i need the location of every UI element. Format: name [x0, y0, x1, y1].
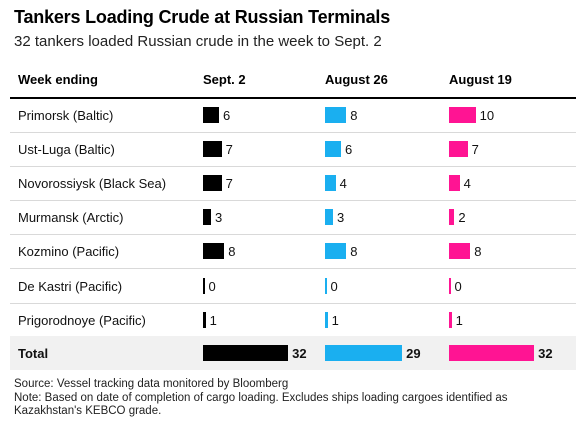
- value-label: 7: [471, 141, 479, 157]
- cell-primorsk-baltic-august-19: 10: [449, 107, 494, 123]
- cell-total-august-19: 32: [449, 345, 553, 361]
- bar-de-kastri-pacific-august-19: [449, 278, 451, 294]
- row-divider: [10, 132, 576, 133]
- value-label: 3: [214, 209, 223, 225]
- header-august-19: August 19: [449, 72, 512, 87]
- cell-novorossiysk-black-sea-august-26: 4: [325, 175, 347, 191]
- row-label-total: Total: [18, 346, 49, 361]
- bar-novorossiysk-black-sea-august-26: [325, 175, 336, 191]
- row-label-primorsk-baltic: Primorsk (Baltic): [18, 108, 114, 123]
- value-label: 6: [344, 141, 353, 157]
- cell-ust-luga-baltic-august-19: 7: [449, 141, 479, 157]
- value-label: 8: [228, 243, 236, 259]
- bar-murmansk-arctic-august-19: [449, 209, 455, 225]
- chart-title: Tankers Loading Crude at Russian Termina…: [14, 7, 391, 27]
- bar-murmansk-arctic-august-26: [325, 209, 333, 225]
- row-divider: [10, 166, 576, 167]
- row-label-prigorodnoye-pacific: Prigorodnoye (Pacific): [18, 313, 146, 328]
- cell-novorossiysk-black-sea-sept-2: 7: [203, 175, 233, 191]
- row-label-de-kastri-pacific: De Kastri (Pacific): [18, 279, 123, 294]
- bar-primorsk-baltic-august-19: [449, 107, 476, 123]
- value-label: 7: [225, 175, 233, 191]
- footnote-line-1: Note: Based on date of completion of car…: [14, 392, 508, 404]
- value-label: 32: [292, 345, 307, 361]
- cell-primorsk-baltic-august-26: 8: [325, 107, 358, 123]
- bar-murmansk-arctic-sept-2: [203, 209, 211, 225]
- cell-prigorodnoye-pacific-august-26: 1: [325, 312, 339, 328]
- cell-murmansk-arctic-august-19: 2: [449, 209, 466, 225]
- cell-de-kastri-pacific-sept-2: 0: [203, 278, 216, 294]
- value-label: 32: [538, 345, 553, 361]
- bar-total-august-26: [325, 345, 403, 361]
- value-label: 0: [454, 278, 462, 294]
- value-label: 1: [331, 312, 339, 328]
- row-label-ust-luga-baltic: Ust-Luga (Baltic): [18, 142, 115, 157]
- bar-primorsk-baltic-sept-2: [203, 107, 219, 123]
- bar-total-august-19: [449, 345, 535, 361]
- value-label: 1: [209, 312, 217, 328]
- footnote-line-2: Kazakhstan's KEBCO grade.: [14, 405, 162, 417]
- bar-primorsk-baltic-august-26: [325, 107, 347, 123]
- cell-ust-luga-baltic-august-26: 6: [325, 141, 352, 157]
- row-divider: [10, 303, 576, 304]
- cell-ust-luga-baltic-sept-2: 7: [203, 141, 233, 157]
- bar-kozmino-pacific-sept-2: [203, 243, 225, 259]
- row-label-kozmino-pacific: Kozmino (Pacific): [18, 244, 120, 259]
- value-label: 0: [208, 278, 216, 294]
- value-label: 1: [455, 312, 463, 328]
- chart-subtitle: 32 tankers loaded Russian crude in the w…: [14, 33, 382, 50]
- value-label: 6: [222, 107, 231, 123]
- cell-prigorodnoye-pacific-august-19: 1: [449, 312, 463, 328]
- value-label: 4: [463, 175, 471, 191]
- bar-total-sept-2: [203, 345, 289, 361]
- bar-kozmino-pacific-august-19: [449, 243, 471, 259]
- bar-ust-luga-baltic-august-19: [449, 141, 468, 157]
- cell-total-sept-2: 32: [203, 345, 307, 361]
- cell-de-kastri-pacific-august-19: 0: [449, 278, 462, 294]
- cell-kozmino-pacific-august-19: 8: [449, 243, 482, 259]
- row-divider: [10, 234, 576, 235]
- cell-de-kastri-pacific-august-26: 0: [325, 278, 338, 294]
- bar-ust-luga-baltic-august-26: [325, 141, 341, 157]
- header-sept-2: Sept. 2: [203, 72, 246, 87]
- bar-ust-luga-baltic-sept-2: [203, 141, 222, 157]
- value-label: 8: [474, 243, 482, 259]
- cell-novorossiysk-black-sea-august-19: 4: [449, 175, 471, 191]
- bar-novorossiysk-black-sea-august-19: [449, 175, 460, 191]
- row-label-novorossiysk-black-sea: Novorossiysk (Black Sea): [18, 176, 167, 191]
- cell-murmansk-arctic-august-26: 3: [325, 209, 344, 225]
- value-label: 8: [350, 243, 358, 259]
- value-label: 4: [339, 175, 347, 191]
- bar-kozmino-pacific-august-26: [325, 243, 347, 259]
- value-label: 3: [336, 209, 345, 225]
- bar-prigorodnoye-pacific-sept-2: [203, 312, 206, 328]
- bar-de-kastri-pacific-august-26: [325, 278, 327, 294]
- cell-kozmino-pacific-august-26: 8: [325, 243, 358, 259]
- value-label: 2: [458, 209, 466, 225]
- cell-prigorodnoye-pacific-sept-2: 1: [203, 312, 217, 328]
- value-label: 10: [479, 107, 495, 123]
- cell-kozmino-pacific-sept-2: 8: [203, 243, 236, 259]
- value-label: 29: [406, 345, 421, 361]
- cell-murmansk-arctic-sept-2: 3: [203, 209, 222, 225]
- bar-prigorodnoye-pacific-august-19: [449, 312, 452, 328]
- source-note: Source: Vessel tracking data monitored b…: [14, 378, 289, 390]
- row-label-murmansk-arctic: Murmansk (Arctic): [18, 210, 124, 225]
- row-divider: [10, 268, 576, 269]
- bar-novorossiysk-black-sea-sept-2: [203, 175, 222, 191]
- value-label: 8: [350, 107, 358, 123]
- cell-primorsk-baltic-sept-2: 6: [203, 107, 230, 123]
- header-divider: [10, 97, 576, 99]
- cell-total-august-26: 29: [325, 345, 421, 361]
- header-week-ending: Week ending: [18, 72, 98, 87]
- header-august-26: August 26: [325, 72, 388, 87]
- value-label: 0: [330, 278, 338, 294]
- value-label: 7: [225, 141, 233, 157]
- bar-de-kastri-pacific-sept-2: [203, 278, 205, 294]
- bar-prigorodnoye-pacific-august-26: [325, 312, 328, 328]
- row-divider: [10, 200, 576, 201]
